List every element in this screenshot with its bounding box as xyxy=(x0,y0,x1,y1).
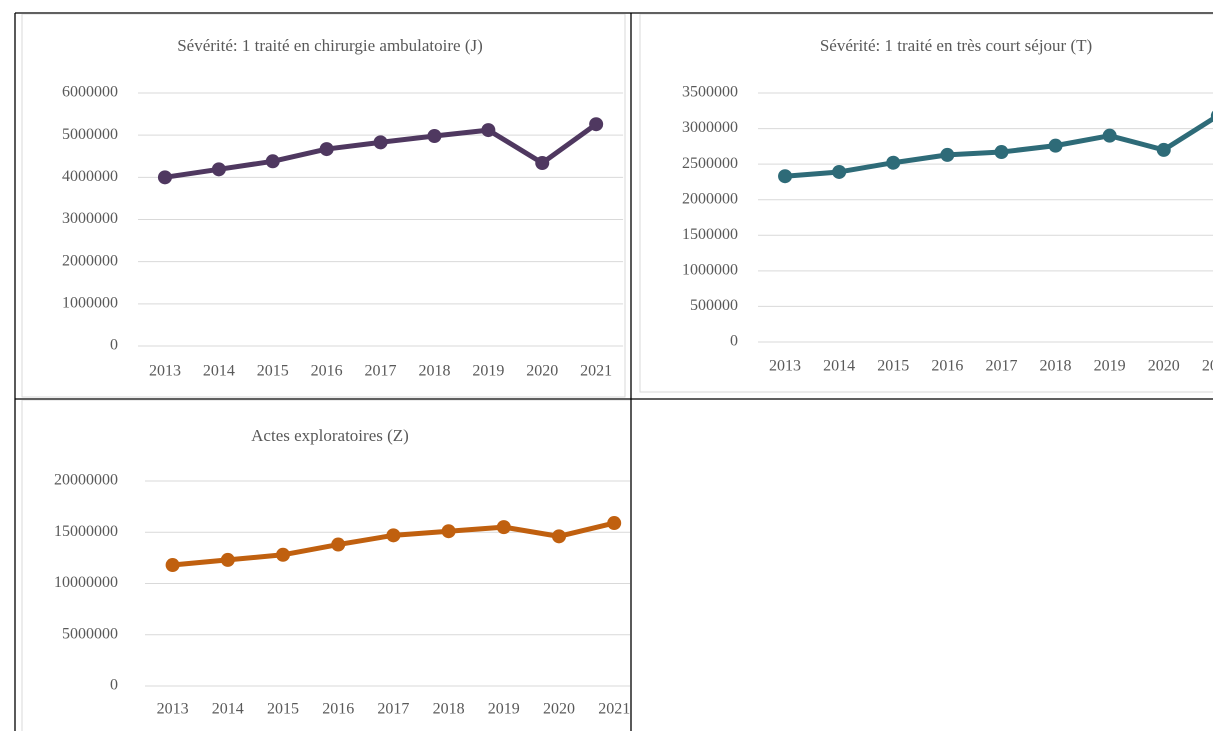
chart-frame xyxy=(639,14,1213,393)
y-tick-label: 6000000 xyxy=(62,84,118,101)
x-tick-label: 2014 xyxy=(203,363,235,380)
data-point xyxy=(607,516,622,531)
chart-title: Sévérité: 1 traité en chirurgie ambulato… xyxy=(177,36,483,55)
data-point xyxy=(441,524,456,539)
data-point xyxy=(220,552,235,567)
data-point xyxy=(1102,128,1117,143)
y-tick-label: 10000000 xyxy=(54,574,118,591)
data-point xyxy=(165,558,180,573)
data-point xyxy=(535,155,550,170)
y-tick-label: 4000000 xyxy=(62,168,118,185)
x-tick-label: 2015 xyxy=(267,701,299,718)
data-point xyxy=(276,547,290,562)
y-tick-label: 1500000 xyxy=(682,226,738,243)
x-tick-label: 2019 xyxy=(472,363,504,380)
chart-title: Sévérité: 1 traité en très court séjour … xyxy=(820,36,1092,55)
data-point xyxy=(481,123,496,138)
data-point xyxy=(265,154,280,169)
data-point xyxy=(386,528,401,543)
x-tick-label: 2016 xyxy=(322,701,354,718)
y-tick-label: 2500000 xyxy=(682,155,738,172)
y-tick-label: 2000000 xyxy=(62,252,118,269)
y-tick-label: 2000000 xyxy=(682,190,738,207)
y-tick-label: 5000000 xyxy=(62,625,118,642)
data-point xyxy=(778,169,793,184)
chart: Actes exploratoires (Z) 0 5000000 10000000 1… xyxy=(21,400,630,731)
x-tick-label: 2016 xyxy=(311,363,343,380)
y-tick-label: 0 xyxy=(730,333,738,350)
x-tick-label: 2019 xyxy=(1094,358,1126,375)
data-point xyxy=(1048,138,1063,153)
x-tick-label: 2021 xyxy=(1202,358,1213,375)
x-tick-label: 2020 xyxy=(1148,358,1180,375)
x-tick-label: 2019 xyxy=(488,701,520,718)
data-point xyxy=(832,164,847,179)
data-point xyxy=(427,129,442,144)
x-tick-label: 2018 xyxy=(1040,358,1072,375)
data-point xyxy=(319,142,334,157)
x-tick-label: 2020 xyxy=(543,701,575,718)
x-tick-label: 2013 xyxy=(157,701,189,718)
data-point xyxy=(940,147,955,162)
data-point xyxy=(211,162,226,177)
x-tick-label: 2017 xyxy=(985,358,1017,375)
x-tick-label: 2017 xyxy=(377,701,409,718)
x-tick-label: 2018 xyxy=(433,701,465,718)
y-tick-label: 500000 xyxy=(690,297,738,314)
x-tick-label: 2015 xyxy=(877,358,909,375)
y-tick-label: 1000000 xyxy=(62,295,118,312)
x-tick-label: 2015 xyxy=(257,363,289,380)
chart-title: Actes exploratoires (Z) xyxy=(251,426,409,445)
data-point xyxy=(157,170,172,185)
y-tick-label: 3000000 xyxy=(682,119,738,136)
chart: Sévérité: 1 traité en très court séjour … xyxy=(639,14,1213,393)
y-tick-label: 1000000 xyxy=(682,262,738,279)
table-borders xyxy=(14,12,1213,731)
x-tick-label: 2018 xyxy=(418,363,450,380)
y-tick-label: 15000000 xyxy=(54,523,118,540)
x-tick-label: 2014 xyxy=(212,701,244,718)
data-point xyxy=(331,537,346,552)
y-tick-label: 3500000 xyxy=(682,84,738,101)
x-tick-label: 2016 xyxy=(931,358,963,375)
data-point xyxy=(886,155,901,170)
x-tick-label: 2021 xyxy=(598,701,630,718)
y-tick-label: 5000000 xyxy=(62,126,118,143)
x-tick-label: 2017 xyxy=(365,363,397,380)
data-point xyxy=(994,145,1009,160)
x-tick-label: 2021 xyxy=(580,363,612,380)
y-tick-label: 0 xyxy=(110,677,118,694)
data-point xyxy=(552,529,566,544)
chart-frame xyxy=(21,14,626,398)
x-tick-label: 2013 xyxy=(149,363,181,380)
chart: Sévérité: 1 traité en chirurgie ambulato… xyxy=(21,14,626,398)
data-point xyxy=(496,520,511,535)
y-tick-label: 20000000 xyxy=(54,472,118,489)
y-tick-label: 0 xyxy=(110,337,118,354)
data-point xyxy=(589,117,604,132)
y-tick-label: 3000000 xyxy=(62,210,118,227)
x-tick-label: 2014 xyxy=(823,358,855,375)
data-point xyxy=(373,135,388,150)
x-tick-label: 2013 xyxy=(769,358,801,375)
chart-frame xyxy=(21,400,630,731)
x-tick-label: 2020 xyxy=(526,363,558,380)
data-point xyxy=(1156,142,1171,157)
data-point xyxy=(1210,110,1213,121)
